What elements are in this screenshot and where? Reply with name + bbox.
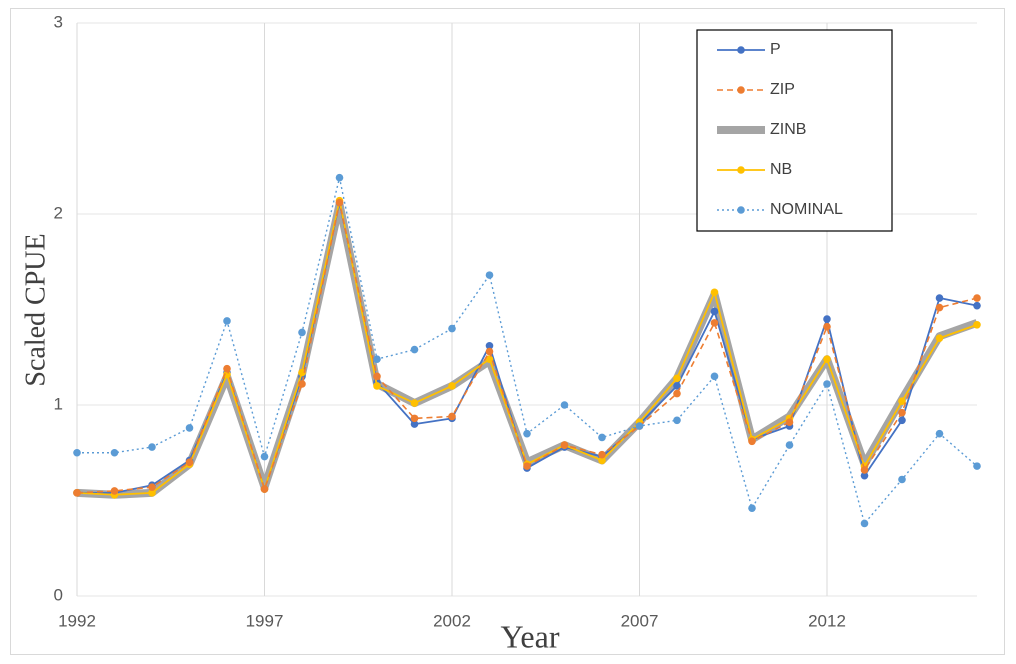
legend: P ZIP ZINB NB NOMINAL [696,29,893,232]
data-point [448,324,456,333]
data-point [823,322,831,331]
data-point [748,504,756,512]
data-point [785,441,794,449]
data-point [598,433,606,442]
data-point [673,374,681,383]
data-point [223,317,231,325]
data-point [598,450,606,459]
data-point [673,382,681,390]
data-point [410,414,419,423]
x-tick-label: 1992 [58,611,96,630]
data-point [560,441,569,449]
data-point [148,483,156,491]
data-point [298,380,306,388]
data-point [373,372,381,381]
data-point [410,420,419,428]
y-axis-title: Scaled CPUE [20,233,51,386]
data-point [110,487,119,495]
data-point [898,416,906,425]
data-point [185,458,194,467]
data-point [410,345,419,354]
data-point [523,462,531,470]
series-line [77,201,978,494]
data-point [935,429,944,438]
x-tick-label: 2012 [808,611,846,630]
data-point [973,294,981,302]
plot [73,173,981,528]
data-point [635,422,644,430]
data-point [185,424,194,432]
data-point [485,271,494,279]
data-point [410,399,419,407]
legend-label: P [770,41,781,58]
data-point [898,408,906,417]
legend-label: NOMINAL [770,201,843,218]
y-tick-label: 1 [54,394,63,413]
data-point [710,307,719,316]
data-point [560,401,569,409]
data-point [260,452,269,461]
data-point [448,382,456,390]
data-point [860,519,869,528]
data-point [935,334,944,342]
data-point [148,489,156,497]
legend-marker [737,206,745,214]
series-line [76,201,978,494]
data-point [860,471,869,480]
data-point [710,288,719,297]
legend-label: ZINB [770,121,806,138]
data-point [485,341,494,350]
x-tick-label: 2007 [621,611,659,630]
data-point [748,437,756,446]
y-tick-label: 0 [54,585,63,604]
chart-border [10,8,1005,655]
data-point [935,303,944,312]
data-point [823,355,831,363]
data-point [823,315,831,323]
data-point [223,364,231,373]
data-point [260,485,269,493]
data-point [673,389,681,398]
data-point [523,429,531,438]
data-point [935,294,944,302]
legend-marker [737,46,745,54]
data-point [373,382,381,390]
data-point [335,173,344,182]
data-point [373,355,381,363]
data-point [823,380,831,388]
data-point [710,372,719,381]
legend-marker [737,166,745,174]
data-point [898,475,906,484]
data-point [298,328,306,337]
x-tick-label: 1997 [246,611,284,630]
data-point [148,443,156,451]
series-line [76,199,978,496]
data-point [973,320,981,329]
data-point [598,456,606,465]
x-tick-label: 2002 [433,611,471,630]
data-point [973,462,981,470]
y-tick-label: 2 [54,203,63,222]
data-point [485,347,494,356]
data-point [110,448,119,457]
data-point [673,416,681,425]
data-point [73,489,81,497]
data-point [448,412,456,421]
legend-marker [737,86,745,94]
data-point [785,418,794,426]
x-axis-title: Year [501,618,560,654]
data-point [73,448,81,457]
data-point [335,198,344,207]
legend-label: NB [770,161,792,178]
legend-label: ZIP [770,81,795,98]
y-tick-label: 3 [54,12,63,31]
data-point [898,397,906,405]
data-point [973,301,981,310]
data-point [860,466,869,474]
data-point [298,368,306,377]
series-line [76,200,979,499]
data-point [710,319,719,327]
data-point [485,355,494,363]
